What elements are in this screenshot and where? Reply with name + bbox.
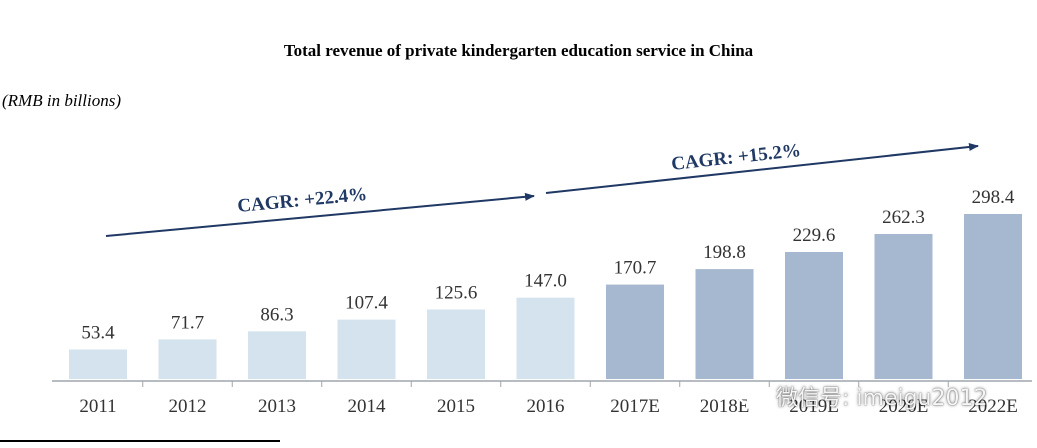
tick-label-2011: 2011 <box>79 396 116 417</box>
tick-label-2020E: 2020E <box>879 396 929 417</box>
annotations-layer: CAGR: +22.4% CAGR: +15.2% <box>105 140 979 237</box>
value-label-2022E: 298.4 <box>972 187 1015 208</box>
value-label-2012: 71.7 <box>171 312 204 333</box>
value-label-2017E: 170.7 <box>614 258 657 279</box>
bar-2014 <box>337 319 396 379</box>
bar-2011 <box>69 349 127 379</box>
tick-label-2016: 2016 <box>527 396 565 417</box>
tick-label-2012: 2012 <box>169 396 207 417</box>
bars-layer: 53.4 71.7 86.3 107.4 125.6 147.0 170.7 198.8 229… <box>69 187 1022 379</box>
bar-2016 <box>516 297 575 379</box>
value-label-2011: 53.4 <box>81 323 115 344</box>
value-label-2016: 147.0 <box>524 271 567 292</box>
tick-label-2019E: 2019E <box>789 396 839 417</box>
bar-2022E <box>964 214 1022 379</box>
cagr-arrow-2 <box>545 142 979 194</box>
bar-2019E <box>785 252 843 379</box>
ticks-layer: 2011 2012 2013 2014 2015 2016 2017E 2018E 2019E 2… <box>79 381 1018 417</box>
tick-label-2013: 2013 <box>258 396 296 417</box>
bar-2020E <box>874 234 933 379</box>
value-label-2013: 86.3 <box>260 304 293 325</box>
bar-2018E <box>695 269 754 379</box>
cagr-label-1: CAGR: +22.4% <box>237 184 368 217</box>
tick-label-2015: 2015 <box>437 396 475 417</box>
tick-label-2018E: 2018E <box>700 396 750 417</box>
tick-label-2017E: 2017E <box>610 396 660 417</box>
chart-title: Total revenue of private kindergarten ed… <box>283 41 754 60</box>
bar-2012 <box>158 339 217 379</box>
value-label-2019E: 229.6 <box>793 225 836 246</box>
tick-label-2014: 2014 <box>348 396 387 417</box>
watermark: 微信号: imeigu2012 <box>736 380 988 412</box>
footnote-divider <box>0 440 280 442</box>
unit-label: (RMB in billions) <box>2 91 121 110</box>
value-label-2018E: 198.8 <box>703 242 746 263</box>
cagr-label-2: CAGR: +15.2% <box>670 140 802 175</box>
wechat-icon <box>736 381 770 410</box>
bar-2015 <box>427 309 485 379</box>
tick-label-2022E: 2022E <box>968 396 1018 417</box>
value-label-2015: 125.6 <box>435 283 478 304</box>
cagr-arrow-1 <box>105 192 535 237</box>
value-label-2020E: 262.3 <box>882 207 925 228</box>
watermark-text: 微信号: imeigu2012 <box>776 386 988 411</box>
bar-2017E <box>606 284 664 379</box>
value-label-2014: 107.4 <box>345 293 388 314</box>
bar-2013 <box>248 331 306 379</box>
